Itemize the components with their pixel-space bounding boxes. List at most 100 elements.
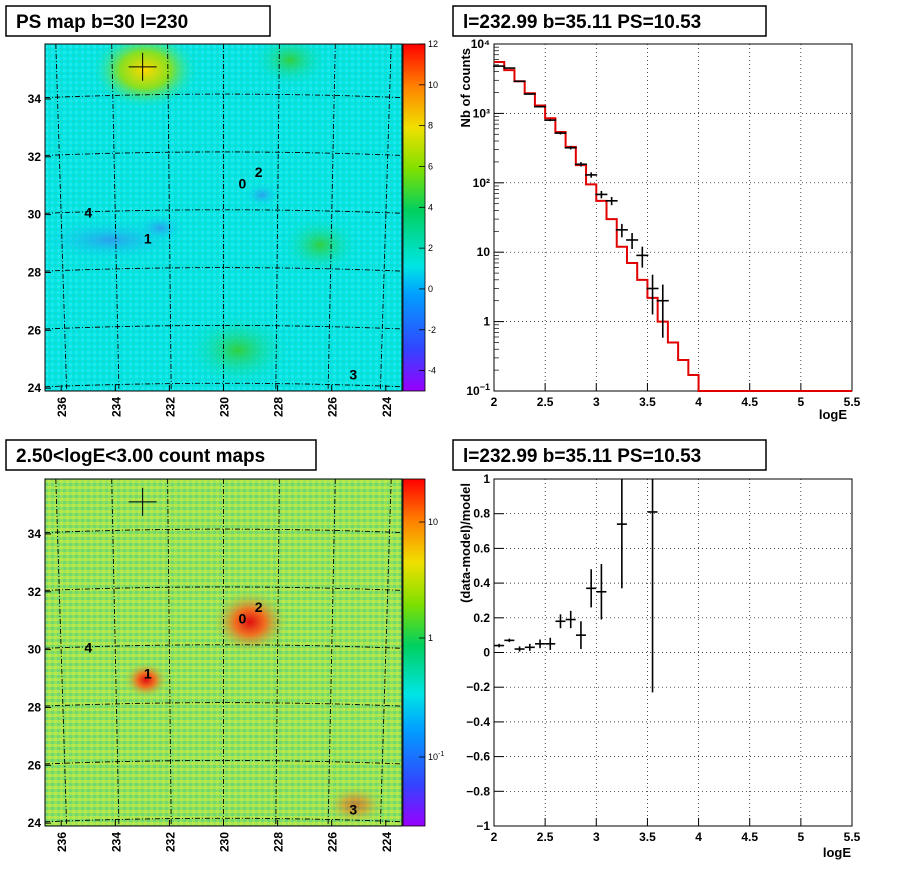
x-tick-label: 236 xyxy=(55,397,69,417)
colorbar-tick-label: 6 xyxy=(428,161,433,171)
y-tick-label: 10⁴ xyxy=(471,37,490,51)
residuals-x-label: logE xyxy=(823,845,851,860)
colorbar-tick-label: -2 xyxy=(428,325,436,335)
ps-map-title: PS map b=30 l=230 xyxy=(16,12,188,33)
parallel-line xyxy=(44,267,403,272)
parallel-line xyxy=(44,209,403,214)
source-marker: 2 xyxy=(255,164,263,180)
spectrum-frame xyxy=(493,43,853,392)
meridian-line xyxy=(55,478,68,827)
source-marker: 4 xyxy=(84,640,92,656)
x-tick-label: 3 xyxy=(593,395,600,409)
source-marker: 3 xyxy=(349,366,357,382)
x-tick-label: 2.5 xyxy=(537,830,554,844)
spectrum-x-ticks: 2 2.5 3 3.5 4 4.5 5 5.5 xyxy=(491,383,861,409)
residuals-x-ticks: 2 2.5 3 3.5 4 4.5 5 5.5 xyxy=(491,818,861,844)
meridian-line xyxy=(167,43,172,392)
count-map-source-markers: 02 4 1 3 xyxy=(84,599,357,817)
source-marker: 3 xyxy=(349,801,357,817)
parallel-line xyxy=(44,382,403,388)
source-marker: 1 xyxy=(144,231,152,247)
ps-map-colorbar-ticks: 12 10 8 6 4 2 0 -2 -4 xyxy=(419,39,438,376)
meridian-line xyxy=(327,478,336,827)
count-map-crosshair xyxy=(128,487,157,516)
x-tick-label: 5 xyxy=(798,830,805,844)
x-tick-label: 234 xyxy=(109,397,123,417)
x-tick-label: 230 xyxy=(218,832,232,852)
x-tick-label: 234 xyxy=(109,832,123,852)
count-map-y-ticks: 24 26 28 30 32 34 xyxy=(28,527,51,830)
y-tick-label: 1 xyxy=(483,315,490,329)
y-tick-label: 10−1 xyxy=(466,382,490,398)
y-tick-label: 24 xyxy=(28,816,42,830)
y-tick-label: 26 xyxy=(28,323,42,337)
residuals-title-box xyxy=(452,439,767,471)
meridian-line xyxy=(275,43,280,392)
parallel-line xyxy=(44,151,403,156)
parallel-line xyxy=(44,817,403,823)
ps-map-panel: PS map b=30 l=230 236 234 232 230 228 226 224 … xyxy=(5,5,438,417)
y-tick-label: 28 xyxy=(28,265,42,279)
x-tick-label: 226 xyxy=(326,397,340,417)
parallel-line xyxy=(44,586,403,591)
y-tick-label: 10 xyxy=(477,245,491,259)
colorbar-tick-label: 4 xyxy=(428,202,433,212)
x-tick-label: 3.5 xyxy=(639,395,656,409)
ps-map-coordinate-grid xyxy=(44,43,403,392)
parallel-line xyxy=(44,702,403,707)
meridian-line xyxy=(111,43,120,392)
x-tick-label: 4 xyxy=(695,395,702,409)
count-map-x-ticks: 236 234 232 230 228 226 224 xyxy=(55,820,394,852)
y-tick-label: 30 xyxy=(28,643,42,657)
y-tick-label: 0 xyxy=(483,646,490,660)
x-tick-label: 232 xyxy=(163,397,177,417)
meridian-line xyxy=(111,478,120,827)
y-tick-label: −0.2 xyxy=(466,680,490,694)
parallel-line xyxy=(44,93,403,99)
y-tick-label: 10² xyxy=(473,176,490,190)
y-tick-label: 28 xyxy=(28,700,42,714)
y-tick-label: 10³ xyxy=(473,106,490,120)
parallel-line xyxy=(44,528,403,534)
x-tick-label: 4.5 xyxy=(741,395,758,409)
x-tick-label: 228 xyxy=(272,397,286,417)
count-map-coordinate-grid xyxy=(44,478,403,827)
y-tick-label: 26 xyxy=(28,758,42,772)
meridian-line xyxy=(167,478,172,827)
spectrum-title-box xyxy=(452,5,767,37)
y-tick-label: 34 xyxy=(28,92,42,106)
source-marker: 1 xyxy=(144,666,152,682)
x-tick-label: 3.5 xyxy=(639,830,656,844)
y-tick-label: 0.8 xyxy=(473,507,490,521)
y-tick-label: 0.2 xyxy=(473,611,490,625)
count-map-title: 2.50<logE<3.00 count maps xyxy=(16,446,265,467)
y-tick-label: 24 xyxy=(28,381,42,395)
x-tick-label: 5.5 xyxy=(844,395,861,409)
parallel-line xyxy=(44,324,403,330)
spectrum-x-label: logE xyxy=(819,407,847,422)
spectrum-panel: l=232.99 b=35.11 PS=10.53 2 2.5 3 3.5 4 4.5 5 5… xyxy=(452,5,861,422)
x-tick-label: 3 xyxy=(593,830,600,844)
y-tick-label: −0.4 xyxy=(466,715,490,729)
residuals-data-points xyxy=(494,479,658,693)
x-tick-label: 4 xyxy=(695,830,702,844)
meridian-line xyxy=(379,478,392,827)
count-map-colorbar xyxy=(402,478,426,827)
x-tick-label: 232 xyxy=(163,832,177,852)
ps-map-y-ticks: 24 26 28 30 32 34 xyxy=(28,92,51,395)
count-map-title-box xyxy=(5,439,317,471)
residuals-panel: l=232.99 b=35.11 PS=10.53 2 2.5 3 3.5 4 4.5 5 5… xyxy=(452,439,861,860)
x-tick-label: 224 xyxy=(380,832,394,852)
x-tick-label: 2 xyxy=(491,395,498,409)
y-tick-label: 32 xyxy=(28,585,42,599)
colorbar-tick-label: 12 xyxy=(428,39,438,49)
x-tick-label: 5 xyxy=(798,395,805,409)
y-tick-label: −0.6 xyxy=(466,750,490,764)
colorbar-tick-label: 8 xyxy=(428,121,433,131)
colorbar-tick-label: 10 xyxy=(428,80,438,90)
colorbar-tick-label: 1 xyxy=(428,633,433,643)
spectrum-title: l=232.99 b=35.11 PS=10.53 xyxy=(463,12,701,33)
y-tick-label: 34 xyxy=(28,527,42,541)
source-marker: 0 xyxy=(239,611,247,627)
ps-map-crosshair xyxy=(128,52,157,81)
